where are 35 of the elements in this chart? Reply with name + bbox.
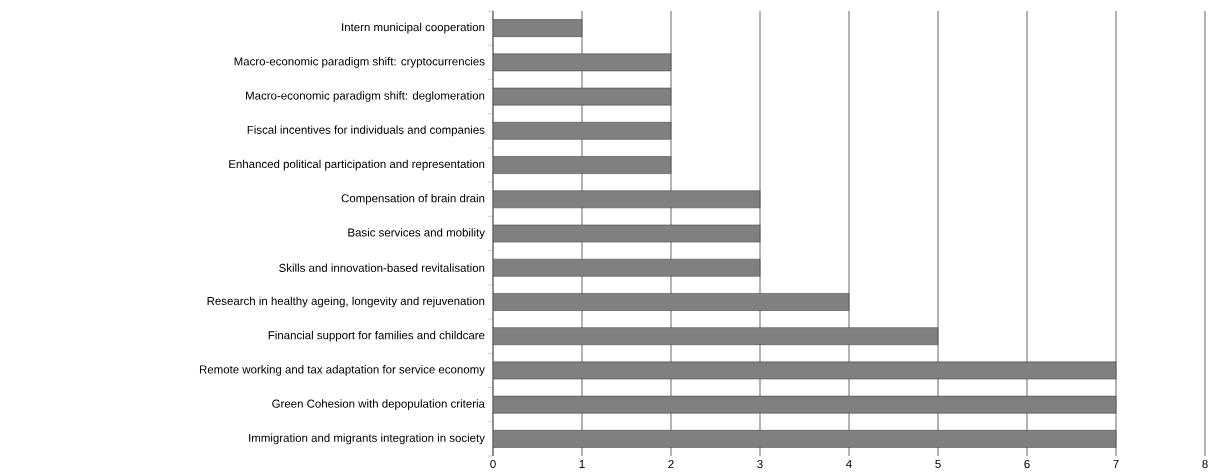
y-tick-label: Macro-economic paradigm shift: deglomeration	[246, 91, 485, 102]
bar	[493, 190, 761, 209]
x-tick-label: 1	[579, 460, 585, 468]
bar	[493, 19, 583, 37]
x-tick-label: 2	[668, 460, 674, 469]
bar	[493, 327, 939, 345]
bar	[493, 293, 850, 311]
x-tick-label: 4	[846, 460, 852, 468]
bar	[493, 361, 1117, 380]
y-tick-label: Enhanced political participation and representation	[229, 159, 485, 171]
bar	[493, 87, 672, 106]
bar	[493, 53, 672, 72]
y-tick-label: Remote working and tax adaptation for service economy	[199, 365, 485, 376]
y-tick-label: Research in healthy ageing, longevity and rejuvenation	[207, 296, 485, 308]
y-tick-label: Basic services and mobility	[348, 228, 485, 239]
bar	[493, 430, 1117, 448]
y-tick-label: Intern municipal cooperation	[342, 22, 485, 34]
y-tick-label: Compensation of brain drain	[341, 193, 485, 205]
x-tick-label: 0	[490, 460, 496, 469]
x-tick-label: 8	[1202, 460, 1208, 469]
bar	[493, 224, 761, 243]
y-tick-label: Fiscal incentives for individuals and companies	[247, 125, 485, 137]
y-tick-label: Financial support for families and childcare	[268, 330, 485, 342]
x-tick-label: 6	[1024, 460, 1030, 469]
bar	[493, 395, 1117, 414]
bar	[493, 122, 672, 140]
y-tick-label: Macro-economic paradigm shift: cryptocurrencies	[234, 57, 485, 68]
bar	[493, 258, 761, 277]
bar	[493, 156, 672, 174]
x-tick-label: 7	[1113, 460, 1119, 468]
y-tick-label: Skills and innovation-based revitalisation	[279, 263, 485, 272]
x-tick-label: 3	[757, 460, 763, 469]
y-tick-label: Immigration and migrants integration in society	[249, 433, 485, 445]
y-tick-label: Green Cohesion with depopulation criteria	[272, 399, 485, 410]
x-tick-label: 5	[935, 460, 941, 469]
